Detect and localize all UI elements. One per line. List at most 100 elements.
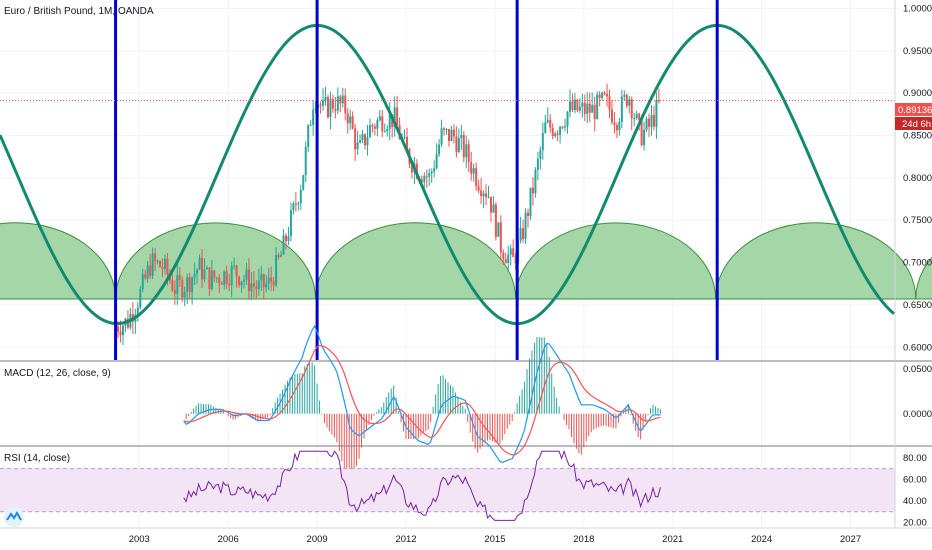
time-axis-label: 2006 xyxy=(218,534,239,545)
candle-body xyxy=(324,97,327,101)
tradingview-logo[interactable] xyxy=(4,507,24,527)
candle-body xyxy=(215,277,218,279)
candle-body xyxy=(405,136,408,150)
candle-body xyxy=(383,131,386,133)
candle-body xyxy=(287,236,290,242)
candle-body xyxy=(371,125,374,127)
candle-body xyxy=(583,102,586,114)
candle-body xyxy=(564,126,567,128)
candle-body xyxy=(504,258,507,264)
candle-body xyxy=(151,253,154,277)
grid xyxy=(0,0,895,528)
candle-body xyxy=(272,281,275,286)
candle-body xyxy=(351,116,354,129)
candle-body xyxy=(507,254,510,264)
candle-body xyxy=(485,193,488,198)
candle-body xyxy=(492,204,495,213)
candle-body xyxy=(593,104,596,119)
candle-body xyxy=(601,92,604,98)
candle-body xyxy=(536,158,539,170)
candle-body xyxy=(163,258,166,269)
candle-body xyxy=(447,128,450,142)
candle-body xyxy=(319,104,322,106)
candle-body xyxy=(527,212,530,217)
macd-pane-title: MACD (12, 26, close, 9) xyxy=(4,368,111,379)
candle-body xyxy=(586,103,589,114)
candle-body xyxy=(141,274,144,290)
candle-body xyxy=(581,102,584,107)
candle-body xyxy=(223,271,226,285)
candle-body xyxy=(203,269,206,280)
candle-body xyxy=(386,129,389,132)
candle-body xyxy=(238,276,241,286)
candle-body xyxy=(519,228,522,241)
candle-body xyxy=(250,283,253,292)
candle-body xyxy=(420,179,423,183)
candle-body xyxy=(452,129,455,137)
candle-body xyxy=(502,252,505,259)
candle-body xyxy=(289,210,292,237)
price-pane[interactable] xyxy=(0,0,932,360)
candle-body xyxy=(645,118,648,130)
rsi-band xyxy=(0,468,895,512)
candle-body xyxy=(284,235,287,242)
candle-body xyxy=(373,126,376,129)
candle-body xyxy=(462,134,465,158)
candle-body xyxy=(205,267,208,270)
candle-body xyxy=(240,281,243,286)
candle-body xyxy=(309,124,312,126)
candle-body xyxy=(277,255,280,258)
candle-body xyxy=(534,169,537,194)
price-pane-title: Euro / British Pound, 1M, OANDA xyxy=(4,6,154,17)
candle-body xyxy=(218,277,221,284)
rsi-pane[interactable] xyxy=(0,449,895,521)
candle-body xyxy=(598,94,601,98)
candle-body xyxy=(465,144,468,158)
countdown-tag-bg xyxy=(895,117,932,130)
time-axis-label: 2021 xyxy=(662,534,683,545)
candle-body xyxy=(450,129,453,142)
time-axis-label: 2024 xyxy=(751,534,772,545)
candle-body xyxy=(576,99,579,111)
candle-body xyxy=(425,176,428,178)
candle-body xyxy=(568,101,571,112)
candle-body xyxy=(531,187,534,194)
candle-body xyxy=(146,265,149,279)
candle-body xyxy=(166,258,169,275)
candle-body xyxy=(475,168,478,187)
candle-body xyxy=(171,280,174,291)
candle-body xyxy=(571,101,574,111)
candle-body xyxy=(322,100,325,106)
candle-body xyxy=(482,193,485,197)
candle-body xyxy=(494,204,497,237)
candle-body xyxy=(410,163,413,173)
candle-body xyxy=(396,107,399,126)
candle-body xyxy=(329,99,332,118)
candle-body xyxy=(541,133,544,151)
candle-body xyxy=(210,270,213,290)
candle-body xyxy=(181,279,184,298)
countdown-label: 24d 6h xyxy=(902,119,931,130)
macd-signal-line xyxy=(183,344,661,456)
rsi-axis-label: 40.00 xyxy=(903,496,927,507)
candle-body xyxy=(381,116,384,132)
candle-body xyxy=(354,128,357,150)
cycle-arch xyxy=(315,222,517,300)
candle-body xyxy=(467,144,470,163)
candle-body xyxy=(497,222,500,237)
rsi-axis-label: 80.00 xyxy=(903,453,927,464)
candle-body xyxy=(154,253,157,262)
candle-body xyxy=(304,147,307,176)
candle-body xyxy=(359,140,362,143)
candle-body xyxy=(252,283,255,287)
macd-pane[interactable] xyxy=(183,324,661,488)
candle-body xyxy=(522,228,525,240)
candle-body xyxy=(356,142,359,150)
candle-body xyxy=(480,190,483,197)
candle-body xyxy=(126,318,129,328)
candle-body xyxy=(336,96,339,111)
candle-body xyxy=(544,122,547,134)
